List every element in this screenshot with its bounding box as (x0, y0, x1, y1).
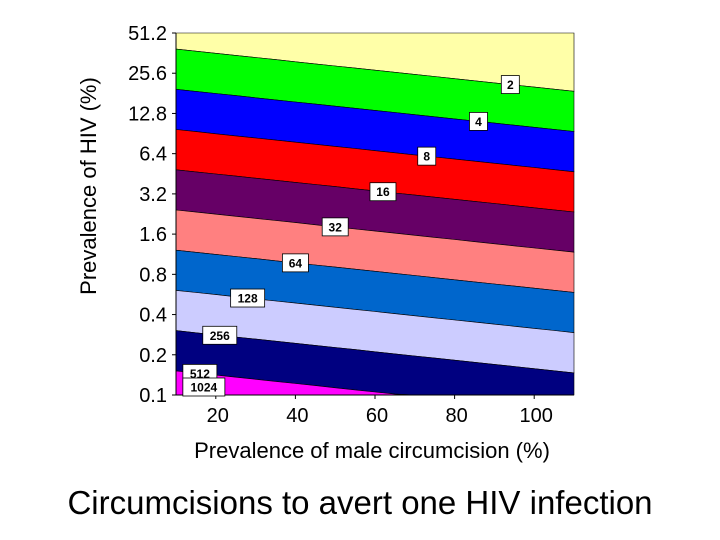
x-tick-label: 60 (366, 405, 388, 427)
x-tick-label: 80 (445, 405, 467, 427)
contour-label-text: 4 (475, 115, 482, 129)
y-tick-label: 3.2 (139, 184, 167, 206)
y-tick-label: 1.6 (139, 224, 167, 246)
y-tick-label: 0.4 (139, 305, 167, 327)
x-axis-label: Prevalence of male circumcision (%) (194, 438, 550, 463)
contour-label-box (417, 146, 437, 166)
contour-label-text: 32 (329, 220, 343, 234)
contour-bands (175, 32, 575, 396)
contour-label-128: 128 (230, 288, 266, 308)
chart-title: Circumcisions to avert one HIV infection (67, 484, 653, 521)
y-tick-label: 0.8 (139, 264, 167, 286)
contour-label-64: 64 (281, 253, 309, 273)
contour-label-box (281, 253, 309, 273)
y-axis-ticks: 0.1 0.2 0.4 0.8 1.6 3.2 6.4 12.8 25.6 51.2 (128, 23, 176, 407)
contour-label-4: 4 (469, 112, 488, 131)
x-axis-ticks: 20 40 60 80 100 (207, 395, 553, 427)
contour-label-box (202, 325, 238, 345)
y-tick-label: 51.2 (128, 23, 167, 45)
y-tick-label: 12.8 (128, 103, 167, 125)
contour-label-box (182, 377, 226, 397)
y-tick-label: 6.4 (139, 144, 167, 166)
x-tick-label: 100 (520, 405, 553, 427)
contour-label-256: 256 (202, 325, 238, 345)
contour-label-box (369, 182, 397, 202)
contour-label-box (469, 112, 488, 131)
x-tick-label: 20 (207, 405, 229, 427)
y-axis-label: Prevalence of HIV (%) (76, 77, 101, 295)
y-tick-label: 0.2 (139, 345, 167, 367)
contour-label-16: 16 (369, 182, 397, 202)
contour-label-box (500, 75, 520, 94)
y-tick-label: 25.6 (128, 63, 167, 85)
contour-label-text: 1024 (191, 381, 218, 395)
contour-label-text: 16 (376, 185, 390, 199)
contour-label-32: 32 (321, 217, 349, 237)
contour-label-text: 8 (423, 150, 430, 164)
x-tick-label: 40 (286, 405, 308, 427)
contour-label-box (230, 288, 266, 308)
contour-label-2: 2 (500, 75, 520, 94)
contour-label-text: 256 (210, 329, 230, 343)
contour-label-text: 512 (190, 367, 210, 381)
contour-label-8: 8 (417, 146, 437, 166)
contour-label-box (321, 217, 349, 237)
contour-label-text: 2 (507, 78, 514, 92)
contour-label-text: 64 (289, 256, 303, 270)
contour-label-1024: 1024 (182, 377, 226, 397)
y-tick-label: 0.1 (139, 385, 167, 407)
contour-label-text: 128 (238, 292, 258, 306)
